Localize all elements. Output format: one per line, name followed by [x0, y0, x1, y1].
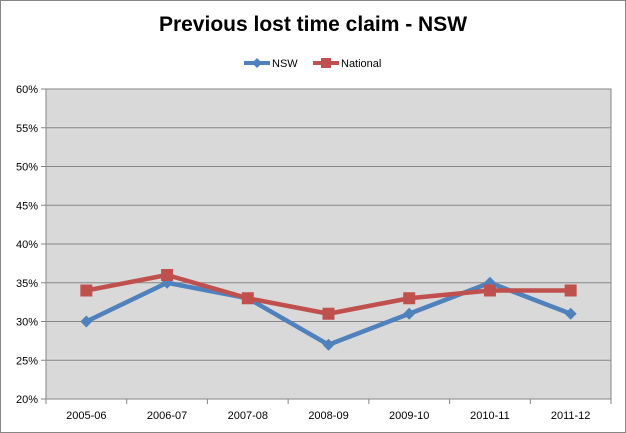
series-layer	[80, 269, 577, 351]
data-point	[403, 292, 416, 305]
y-tick-label: 50%	[16, 162, 38, 174]
x-tick-label: 2006-07	[147, 410, 187, 422]
series-national	[80, 269, 577, 320]
x-tick-label: 2005-06	[66, 410, 106, 422]
x-tick-label: 2007-08	[228, 410, 268, 422]
y-tick-label: 35%	[16, 278, 38, 290]
data-point	[322, 338, 335, 351]
x-tick-label: 2009-10	[389, 410, 429, 422]
legend-item-national: National	[313, 58, 381, 70]
legend-label: NSW	[272, 58, 298, 70]
y-tick-label: 45%	[16, 200, 38, 212]
data-point	[322, 307, 335, 320]
legend: NSW National	[244, 58, 381, 70]
data-point	[80, 284, 93, 297]
chart-title: Previous lost time claim - NSW	[158, 13, 468, 36]
y-tick-label: 25%	[16, 355, 38, 367]
data-point	[564, 284, 577, 297]
y-tick-label: 55%	[16, 123, 38, 135]
data-point	[483, 284, 496, 297]
legend-marker	[321, 58, 331, 68]
gridlines	[46, 127, 611, 361]
legend-item-nsw: NSW	[244, 58, 298, 70]
data-point	[161, 269, 174, 281]
legend-label: National	[341, 58, 381, 70]
y-tick-label: 60%	[16, 84, 38, 96]
x-tick-label: 2011-12	[551, 410, 591, 422]
x-axis: 2005-06 2006-07 2007-08 2008-09 2009-10 2010-…	[45, 399, 612, 422]
x-tick-label: 2008-09	[308, 410, 348, 422]
x-tick-label: 2010-11	[470, 410, 510, 422]
data-point	[241, 292, 254, 305]
y-axis: 20% 25% 30% 35% 40% 45% 50% 55% 60%	[16, 84, 46, 406]
y-tick-label: 20%	[16, 394, 38, 406]
data-point	[564, 307, 577, 320]
data-point	[80, 315, 93, 328]
legend-marker	[252, 58, 262, 68]
y-tick-label: 40%	[16, 239, 38, 251]
data-point	[403, 307, 416, 320]
y-tick-label: 30%	[16, 317, 38, 329]
